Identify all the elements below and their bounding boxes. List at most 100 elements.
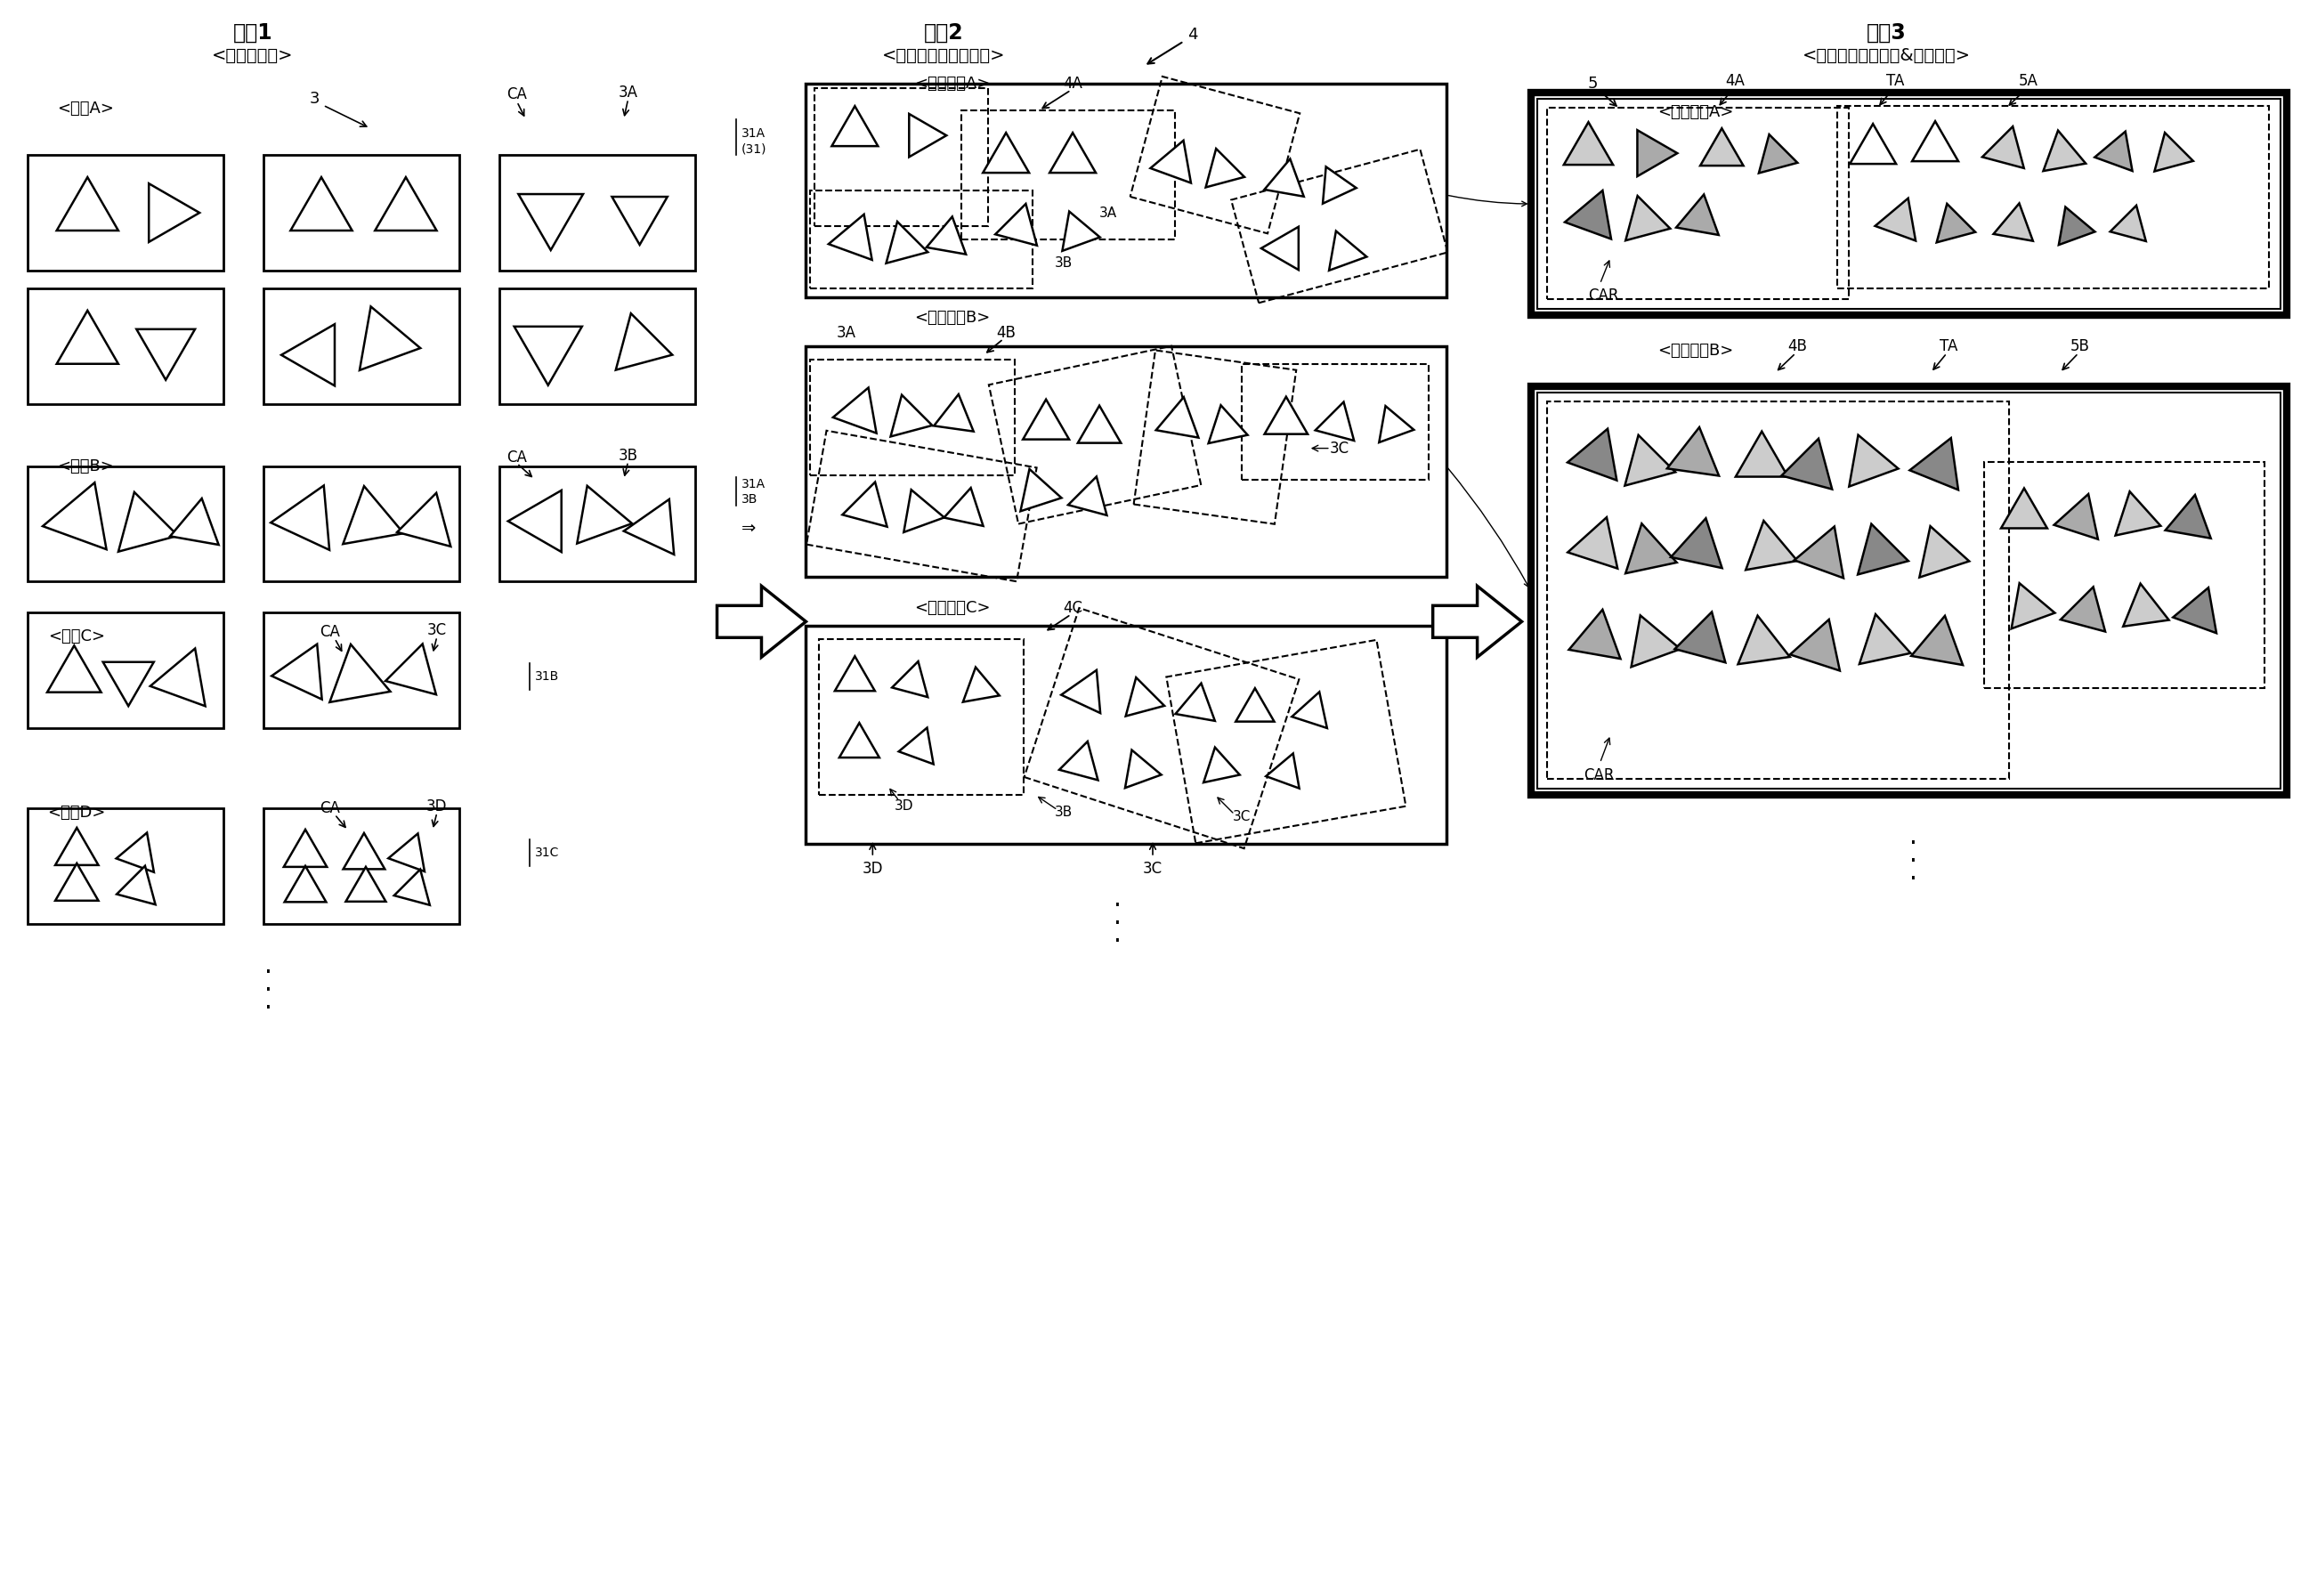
Text: 3: 3 [309,91,319,107]
Bar [263,155,459,271]
Text: 3B: 3B [1055,806,1074,819]
Text: <类型D>: <类型D> [48,804,106,820]
Polygon shape [1746,520,1796,570]
Text: ·: · [1910,867,1916,892]
Polygon shape [284,867,326,902]
Polygon shape [933,394,974,431]
Polygon shape [395,870,429,905]
Polygon shape [508,490,561,552]
Text: CA: CA [321,800,339,816]
Bar [263,289,459,404]
Polygon shape [623,500,674,554]
Polygon shape [1783,439,1831,490]
Polygon shape [58,177,118,230]
Polygon shape [718,586,806,658]
Polygon shape [150,648,206,705]
Polygon shape [891,394,933,437]
Polygon shape [1293,693,1328,728]
Polygon shape [1993,203,2032,241]
Polygon shape [282,324,335,386]
Text: 4B: 4B [995,324,1016,342]
Text: CA: CA [506,86,526,102]
Text: 3B: 3B [741,493,757,506]
Bar [28,613,224,728]
Polygon shape [374,177,436,230]
Polygon shape [1235,688,1275,721]
Polygon shape [1759,134,1796,172]
Polygon shape [1626,523,1676,573]
Polygon shape [1912,121,1958,161]
Text: 31B: 31B [536,670,559,683]
Polygon shape [984,132,1030,172]
Polygon shape [1626,196,1669,241]
Text: (31): (31) [741,142,767,155]
Polygon shape [1912,616,1963,666]
Polygon shape [344,487,404,544]
Polygon shape [2115,492,2161,535]
Bar [499,466,695,581]
Polygon shape [1568,429,1616,480]
Polygon shape [1739,616,1789,664]
Polygon shape [1637,131,1676,176]
Polygon shape [2154,132,2194,171]
Polygon shape [2055,495,2099,539]
Polygon shape [1626,436,1676,485]
Polygon shape [1157,397,1198,437]
Text: 3C: 3C [1233,811,1251,824]
Polygon shape [388,833,425,871]
Polygon shape [887,222,928,263]
Polygon shape [2002,488,2048,528]
Bar [815,88,988,227]
Polygon shape [1023,399,1069,439]
Bar [263,613,459,728]
Text: ·: · [263,996,272,1021]
Polygon shape [1566,190,1612,239]
Text: 4A: 4A [1725,73,1746,89]
Text: ·: · [263,978,272,1002]
Text: 3A: 3A [1099,206,1118,219]
Bar [810,190,1032,289]
Polygon shape [55,828,99,865]
Polygon shape [2166,495,2210,538]
Polygon shape [1667,428,1718,476]
Text: 5: 5 [1589,77,1598,93]
Polygon shape [1850,436,1898,487]
Polygon shape [1069,477,1106,516]
Polygon shape [55,863,99,900]
Polygon shape [1062,670,1101,713]
Text: 31A: 31A [741,128,764,140]
Polygon shape [1434,586,1522,658]
Text: 3C: 3C [1143,860,1161,876]
Polygon shape [171,498,219,544]
Polygon shape [1789,619,1840,670]
Polygon shape [1062,212,1099,251]
Polygon shape [2094,131,2131,171]
Bar [499,155,695,271]
Bar [1838,105,2270,289]
Polygon shape [1736,431,1787,477]
Polygon shape [330,645,390,702]
Polygon shape [1078,405,1120,444]
Polygon shape [1261,227,1298,270]
Polygon shape [1937,204,1974,243]
Polygon shape [1203,747,1240,782]
Polygon shape [291,177,353,230]
Text: 5B: 5B [2071,338,2090,354]
Polygon shape [386,643,436,694]
Polygon shape [118,492,178,552]
Polygon shape [2110,206,2145,241]
Text: 阶段1: 阶段1 [233,22,272,43]
Polygon shape [843,482,887,527]
Polygon shape [284,830,328,867]
Polygon shape [1060,742,1099,780]
Bar [1538,393,2281,788]
Polygon shape [577,485,633,544]
Polygon shape [2173,587,2217,634]
Text: CAR: CAR [1584,768,1614,784]
Polygon shape [2060,587,2106,632]
Polygon shape [1124,750,1161,788]
Bar [820,640,1023,795]
Text: ·: · [1910,849,1916,875]
Polygon shape [270,485,330,551]
Bar [806,346,1445,578]
